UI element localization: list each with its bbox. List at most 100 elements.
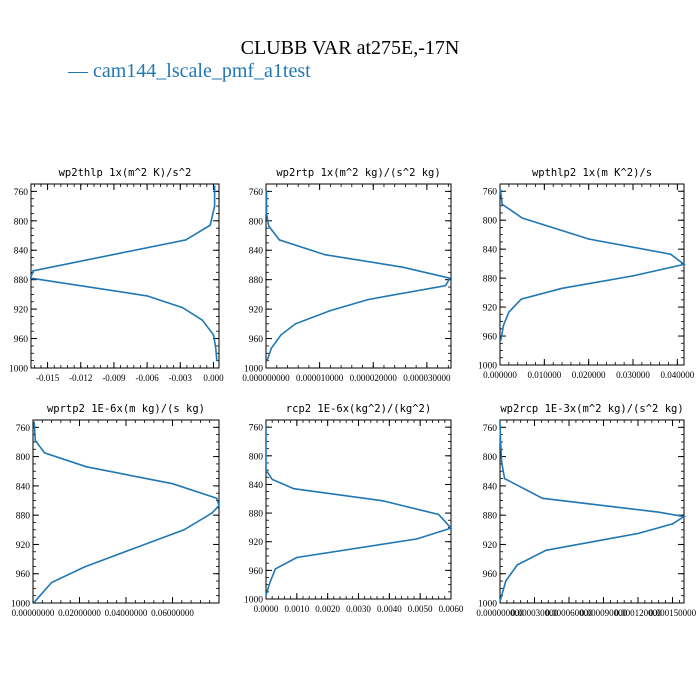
y-tick-label: 760 [483,424,498,434]
y-tick-label: 920 [249,306,264,316]
data-point [541,497,544,500]
x-tick-label: 0.000020000 [350,373,398,383]
y-tick-label: 960 [14,335,29,345]
y-tick-label: 800 [249,217,264,227]
x-tick-label: 0.000030000 [403,373,451,383]
data-point [657,511,660,514]
data-point [499,421,501,423]
chart-panel-6: wp2rcp 1E-3x(m^2 kg)/(s^2 kg)760 800 840 88… [476,403,696,618]
x-tick-label: 0.0010 [284,604,309,614]
y-tick-label: 760 [249,424,264,434]
data-point [632,275,634,277]
data-point [30,277,32,280]
data-point [266,359,268,362]
y-tick-label: 840 [16,482,31,492]
data-point [265,594,267,597]
x-tick-label: 0.0020 [315,604,340,614]
data-point [183,529,185,531]
data-point [43,452,46,454]
series-line [265,191,452,361]
y-tick-label: 960 [249,567,264,577]
data-point [278,239,281,241]
data-point [669,253,672,256]
data-point [171,482,174,485]
data-point [324,253,326,256]
y-tick-label: 800 [483,453,498,463]
data-point [416,538,418,540]
x-tick-label: 0.000010000 [296,373,344,383]
data-point [516,564,519,566]
data-point [545,549,547,552]
y-tick-label: 880 [249,510,264,520]
series-line [499,422,687,602]
y-tick-label: 800 [249,452,264,462]
data-point [437,513,440,516]
series-line [265,427,453,596]
y-tick-label: 800 [14,217,29,227]
data-point [83,566,85,568]
data-point [209,224,211,227]
y-tick-label: 880 [16,512,31,522]
panel-title: wp2thlp 1x(m^2 K)/s^2 [59,167,192,179]
y-tick-label: 880 [483,275,498,285]
y-tick-label: 920 [16,541,31,551]
panel-title: wpthlp2 1x(m K^2)/s [532,167,652,179]
data-point [271,478,273,481]
data-point [215,359,218,362]
y-tick-label: 760 [249,188,264,198]
data-point [500,338,502,341]
y-tick-label: 1000 [9,365,28,375]
data-point [265,426,267,428]
panel-title: rcp2 1E-6x(kg^2)/(kg^2) [286,403,431,415]
data-point [212,334,215,336]
data-point [39,594,41,597]
y-tick-label: 760 [483,188,498,198]
legend-entry: — cam144_lscale_pmf_a1test [68,60,311,82]
data-point [181,306,184,309]
data-point [267,225,270,227]
data-point [401,266,404,268]
y-tick-label: 800 [483,217,498,227]
page-title: CLUBB VAR at275E,-17N [240,37,460,59]
data-point [367,298,369,301]
x-tick-label: 0.020000 [572,370,606,380]
x-tick-label: 0.06000000 [151,608,194,618]
data-point [499,441,502,443]
data-point [382,500,384,502]
y-tick-label: 1000 [478,600,497,610]
data-point [329,309,332,312]
y-tick-label: 760 [16,424,31,434]
data-point [671,523,674,525]
x-tick-label: -0.003 [169,373,193,383]
data-point [503,477,506,480]
plot-frame [30,183,220,369]
y-tick-label: 920 [14,306,29,316]
series-line [499,189,686,340]
data-point [33,601,35,604]
data-point [521,217,523,219]
data-point [211,512,213,514]
x-tick-label: 0.0060 [439,604,464,614]
x-tick-label: 0.000 [203,373,224,383]
y-tick-label: 1000 [244,365,263,375]
data-point [218,504,220,507]
data-point [201,319,204,321]
x-tick-label: 0.040000 [660,370,694,380]
y-tick-label: 800 [16,453,31,463]
x-tick-label: -0.015 [36,373,60,383]
data-point [637,532,639,535]
data-point [504,580,507,582]
data-point [33,421,35,423]
data-point [683,515,685,518]
chart-panel-1: wp2thlp 1x(m^2 K)/s^2 760 800 840 880 920 960 1… [9,167,224,383]
data-point [215,497,218,500]
panel-title: wp2rcp 1E-3x(m^2 kg)/(s^2 kg) [500,403,683,415]
data-point [501,203,504,206]
data-point [85,466,88,468]
x-tick-label: 0.030000 [616,370,650,380]
data-point [30,275,32,278]
data-point [274,568,277,570]
x-tick-label: 0.04000000 [105,608,148,618]
x-tick-label: -0.012 [69,373,92,383]
x-tick-label: 0.0000 [254,604,279,614]
